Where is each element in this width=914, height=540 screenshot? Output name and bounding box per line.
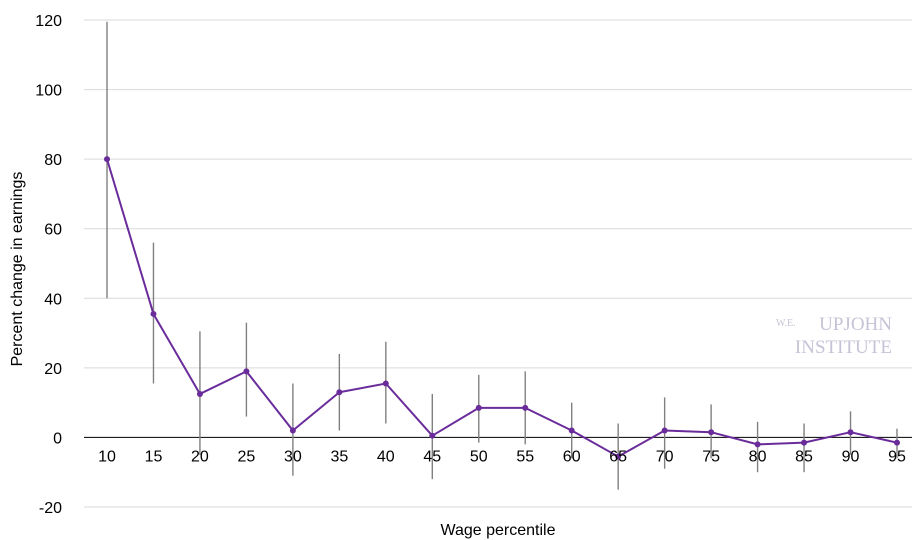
data-point <box>289 427 296 434</box>
x-tick-label: 50 <box>470 448 488 465</box>
watermark-line1: UPJOHN <box>819 314 892 335</box>
x-tick-label: 80 <box>749 448 767 465</box>
data-point <box>196 390 203 397</box>
x-tick-label: 45 <box>423 448 441 465</box>
series-line <box>106 158 898 458</box>
series-polyline <box>106 158 898 458</box>
x-tick-label: 35 <box>330 448 348 465</box>
watermark-line2: INSTITUTE <box>795 337 892 358</box>
data-point <box>568 427 575 434</box>
watermark: W.E. UPJOHN INSTITUTE <box>776 314 892 358</box>
data-point <box>150 310 157 317</box>
x-tick-labels: 10 15 20 25 30 35 40 45 50 55 60 65 70 75 80 85 90 95 <box>98 448 906 465</box>
data-point <box>243 368 250 375</box>
x-tick-label: 20 <box>191 448 209 465</box>
x-tick-label: 85 <box>795 448 813 465</box>
x-tick-label: 75 <box>702 448 720 465</box>
y-axis-title: Percent change in earnings <box>9 172 26 367</box>
data-point <box>429 432 436 439</box>
data-point <box>522 404 529 411</box>
data-point <box>893 439 900 446</box>
y-tick-label: 100 <box>35 83 62 100</box>
y-tick-label: 40 <box>44 291 62 308</box>
data-point <box>615 453 622 460</box>
gridlines <box>84 19 912 508</box>
data-points <box>104 156 900 460</box>
x-axis-title: Wage percentile <box>440 522 555 539</box>
y-tick-label: 120 <box>35 13 62 30</box>
x-tick-label: 70 <box>656 448 674 465</box>
data-point <box>475 404 482 411</box>
x-tick-label: 95 <box>888 448 906 465</box>
data-point <box>708 429 715 436</box>
data-point <box>661 427 668 434</box>
data-point <box>801 439 808 446</box>
y-tick-label: 0 <box>53 430 62 447</box>
x-tick-label: 25 <box>238 448 256 465</box>
y-tick-label: -20 <box>39 500 62 517</box>
data-point <box>104 156 110 163</box>
x-tick-label: 55 <box>516 448 534 465</box>
watermark-small: W.E. <box>776 318 796 329</box>
x-tick-label: 90 <box>842 448 860 465</box>
data-point <box>382 380 389 387</box>
y-tick-label: 60 <box>44 222 62 239</box>
x-tick-label: 15 <box>145 448 163 465</box>
x-tick-label: 65 <box>609 448 627 465</box>
y-tick-label: 80 <box>44 152 62 169</box>
x-tick-label: 40 <box>377 448 395 465</box>
data-point <box>847 429 854 436</box>
x-tick-label: 60 <box>563 448 581 465</box>
x-tick-label: 10 <box>98 448 116 465</box>
x-tick-label: 30 <box>284 448 302 465</box>
data-point <box>336 389 343 396</box>
error-bars <box>106 21 898 490</box>
y-tick-labels: -20 0 20 40 60 80 100 120 <box>35 13 62 517</box>
data-point <box>754 441 761 448</box>
y-tick-label: 20 <box>44 361 62 378</box>
